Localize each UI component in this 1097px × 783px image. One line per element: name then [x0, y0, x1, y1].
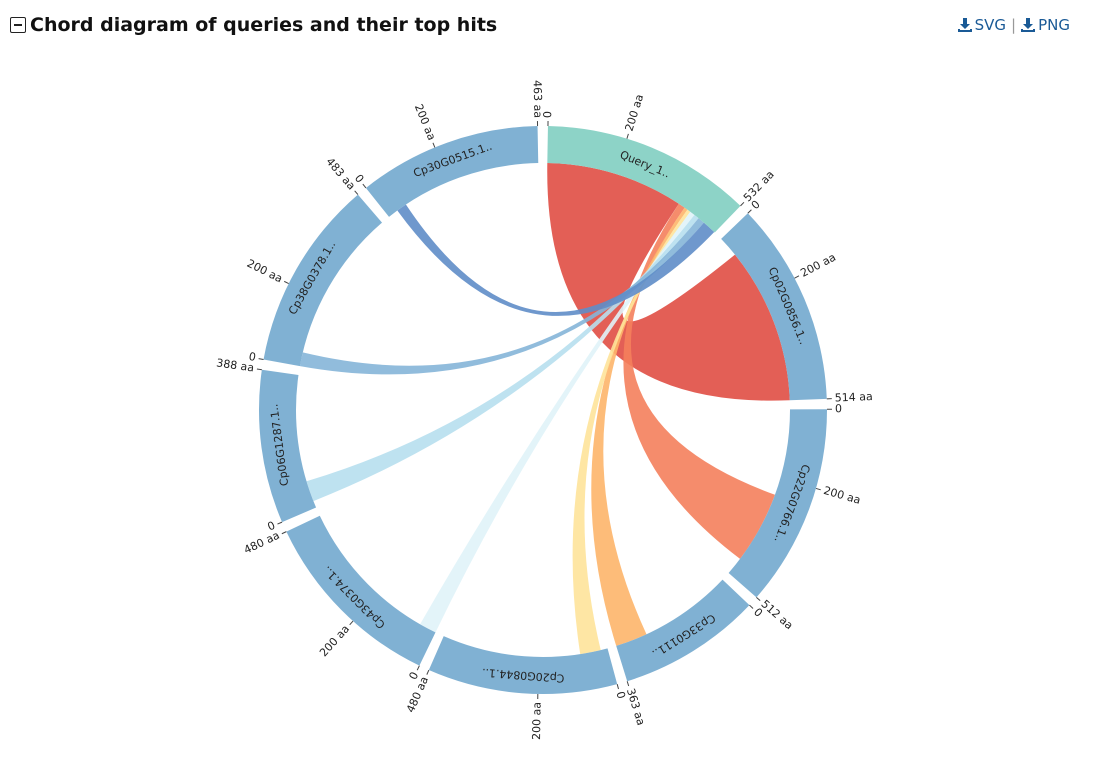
tick-label: 0	[266, 519, 278, 534]
segment-arc	[428, 636, 618, 694]
chord-ribbon	[420, 211, 695, 633]
tick-mark	[362, 183, 367, 189]
tick-label: 463 aa	[531, 80, 545, 118]
tick-mark	[626, 133, 629, 139]
tick-label: 0	[613, 690, 627, 700]
tick-mark	[626, 681, 630, 687]
download-icon	[1021, 18, 1036, 32]
chord-ribbon	[306, 214, 699, 502]
tick-mark	[432, 142, 436, 148]
segment-arc	[263, 194, 383, 367]
segment-arc	[721, 213, 827, 401]
tick-mark	[815, 487, 821, 491]
tick-label: 532 aa	[741, 168, 777, 204]
tick-mark	[749, 604, 754, 609]
tick-mark	[426, 669, 430, 675]
download-svg[interactable]: SVG	[957, 16, 1007, 34]
tick-label: 514 aa	[834, 390, 872, 404]
segment-arc	[259, 369, 317, 523]
segment-label: Cp20G0844.1..	[481, 666, 564, 685]
tick-mark	[616, 684, 619, 690]
download-icon	[957, 18, 972, 32]
tick-label: 0	[248, 350, 257, 364]
download-links: SVG | PNG	[957, 16, 1070, 34]
tick-label: 200 aa	[412, 102, 438, 142]
header: Chord diagram of queries and their top h…	[10, 12, 1080, 40]
tick-mark	[349, 620, 354, 626]
segment-arc	[365, 126, 539, 217]
tick-label: 0	[751, 605, 765, 619]
chord-ribbon	[623, 203, 775, 559]
tick-mark	[283, 280, 289, 285]
chord-ribbon	[547, 163, 790, 401]
tick-label: 388 aa	[215, 356, 254, 374]
tick-label: 200 aa	[530, 702, 544, 740]
chord-ribbon	[397, 204, 715, 316]
tick-label: 200 aa	[798, 251, 838, 280]
chord-ribbon	[572, 209, 691, 655]
tick-mark	[258, 358, 264, 360]
tick-mark	[277, 521, 283, 525]
section-title: Chord diagram of queries and their top h…	[10, 14, 497, 36]
tick-label: 200 aa	[245, 257, 285, 286]
tick-label: 200 aa	[317, 622, 352, 659]
tick-mark	[756, 596, 761, 602]
tick-label: 0	[541, 111, 554, 118]
tick-mark	[747, 209, 752, 214]
tick-label: 480 aa	[242, 529, 282, 557]
tick-mark	[281, 531, 287, 535]
button-label: PNG	[1038, 16, 1070, 34]
tick-label: 0	[407, 670, 422, 682]
tick-label: 0	[835, 402, 842, 415]
collapse-icon[interactable]	[10, 17, 26, 33]
segment-arc	[616, 579, 750, 682]
tick-label: 200 aa	[822, 484, 862, 507]
tick-mark	[354, 190, 359, 195]
button-label: SVG	[974, 16, 1007, 34]
separator: |	[1011, 16, 1017, 34]
tick-mark	[416, 665, 420, 671]
download-png[interactable]: PNG	[1021, 16, 1070, 34]
tick-mark	[256, 368, 262, 371]
segment-arc	[547, 126, 741, 233]
tick-label: 200 aa	[623, 93, 647, 133]
tick-mark	[794, 275, 800, 279]
tick-mark	[740, 201, 745, 207]
segment-arc	[286, 515, 436, 666]
title-text: Chord diagram of queries and their top h…	[30, 14, 498, 36]
tick-label: 512 aa	[758, 597, 795, 632]
segment-arc	[728, 409, 828, 598]
tick-label: 483 aa	[323, 155, 358, 192]
